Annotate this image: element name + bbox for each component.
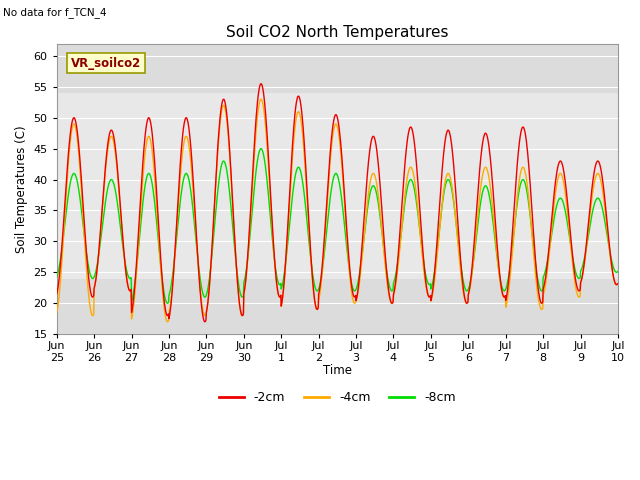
Text: No data for f_TCN_4: No data for f_TCN_4 — [3, 7, 107, 18]
Title: Soil CO2 North Temperatures: Soil CO2 North Temperatures — [226, 24, 449, 39]
Bar — [57, 93, 618, 278]
Y-axis label: Soil Temperatures (C): Soil Temperatures (C) — [15, 125, 28, 252]
Text: VR_soilco2: VR_soilco2 — [71, 57, 141, 70]
X-axis label: Time: Time — [323, 364, 352, 377]
Legend: -2cm, -4cm, -8cm: -2cm, -4cm, -8cm — [214, 386, 461, 409]
